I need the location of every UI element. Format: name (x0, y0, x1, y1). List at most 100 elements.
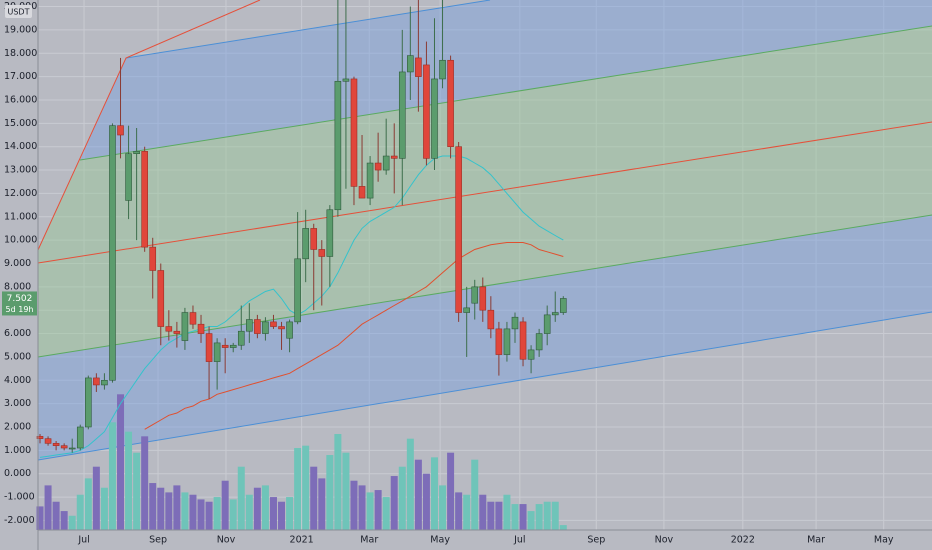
volume-bar (221, 480, 229, 530)
candle-body (390, 155, 398, 159)
candle-body (68, 447, 76, 450)
candle-body (60, 445, 68, 449)
volume-bar (125, 431, 133, 530)
y-tick-label: 15.000 (4, 118, 37, 129)
volume-bar (406, 438, 414, 530)
candle-body (302, 228, 309, 260)
candle-body (229, 344, 237, 348)
y-tick-label: 13.000 (4, 165, 37, 176)
y-tick-label: -2.000 (4, 515, 35, 526)
volume-bar (382, 497, 390, 530)
volume-bar (310, 466, 318, 530)
y-tick-label: 6.000 (4, 328, 31, 339)
candle-body (551, 312, 559, 316)
inner-channel (38, 26, 932, 357)
candle-body (407, 55, 414, 73)
candle-body (197, 323, 205, 334)
candle-body (101, 379, 108, 386)
volume-bar (60, 511, 68, 530)
volume-bar (52, 501, 60, 530)
candle-body (93, 377, 100, 386)
volume-bar (76, 494, 84, 530)
currency-badge (5, 5, 32, 18)
candle-body (543, 314, 551, 334)
candle-body (278, 326, 285, 330)
handle-line (37, 0, 261, 251)
volume-bar (245, 494, 253, 530)
candle-body (165, 326, 173, 332)
candle-body (519, 321, 527, 360)
volume-bar (366, 492, 374, 530)
candle-body (511, 316, 519, 330)
candle-body (141, 151, 148, 248)
candle-body (326, 209, 334, 257)
y-tick-label: 2.000 (4, 421, 31, 432)
candle-body (310, 228, 318, 250)
candle-body (294, 258, 301, 323)
candle-body (286, 321, 293, 339)
candle-body (503, 328, 511, 355)
candle-body (423, 64, 430, 159)
y-tick-label: 10.000 (4, 235, 37, 246)
candle-body (439, 59, 446, 80)
y-tick-label: 16.000 (4, 94, 37, 105)
candle-body (463, 307, 470, 313)
countdown: 5d 19h (6, 305, 34, 314)
y-tick-label: 14.000 (4, 141, 37, 152)
volume-bar (117, 394, 125, 530)
candle-body (471, 286, 479, 304)
upper-channel (80, 0, 932, 160)
y-tick-label: 0.000 (4, 468, 31, 479)
pitchfork (37, 0, 932, 461)
candle-body (318, 249, 326, 257)
candle-body (487, 309, 495, 330)
volume-bar (527, 511, 535, 530)
candle-body (270, 321, 277, 327)
y-tick-label: 19.000 (4, 24, 37, 35)
y-tick-label: -1.000 (4, 492, 35, 503)
volume-bar (559, 525, 567, 530)
volume-bar (326, 455, 334, 530)
volume-bar (100, 487, 108, 530)
volume-bar (551, 501, 559, 530)
volume-bar (519, 504, 527, 530)
y-tick-label: 11.000 (4, 211, 37, 222)
candle-body (76, 426, 84, 449)
candle-body (527, 349, 535, 360)
x-tick-label: Sep (149, 535, 167, 546)
volume-bar (294, 448, 302, 530)
y-tick-label: 12.000 (4, 188, 37, 199)
x-tick-label: May (430, 535, 450, 546)
volume-bar (350, 480, 358, 530)
lower-channel (38, 215, 932, 460)
last-price-badge (2, 291, 37, 316)
volume-bar (487, 501, 495, 530)
candle-body (366, 162, 374, 199)
y-tick-label: 1.000 (4, 445, 31, 456)
axis-labels: -2.000 -1.000 0.000 1.000 2.000 3.000 4.000 5.0… (2, 1, 894, 546)
lower-outer-line (37, 311, 932, 461)
volume-bar (181, 492, 189, 530)
candle-body (535, 333, 543, 351)
volume-bar (84, 478, 92, 530)
x-tick-label: Mar (360, 535, 378, 546)
y-tick-label: 9.000 (4, 258, 31, 269)
volume-bar (455, 492, 463, 530)
x-tick-label: Mar (807, 535, 825, 546)
candle-body (358, 186, 366, 199)
volume-bar (173, 485, 181, 530)
volume-bar (503, 494, 511, 530)
candle-body (173, 330, 181, 334)
candle-body (455, 146, 462, 313)
volume-bar (229, 499, 237, 530)
volume-bar (197, 499, 205, 530)
candle-body (246, 319, 253, 332)
candle-body (398, 71, 406, 159)
candle-body (149, 246, 157, 271)
candle-body (189, 312, 197, 325)
candle-body (262, 321, 269, 334)
volume-bar (44, 485, 52, 530)
